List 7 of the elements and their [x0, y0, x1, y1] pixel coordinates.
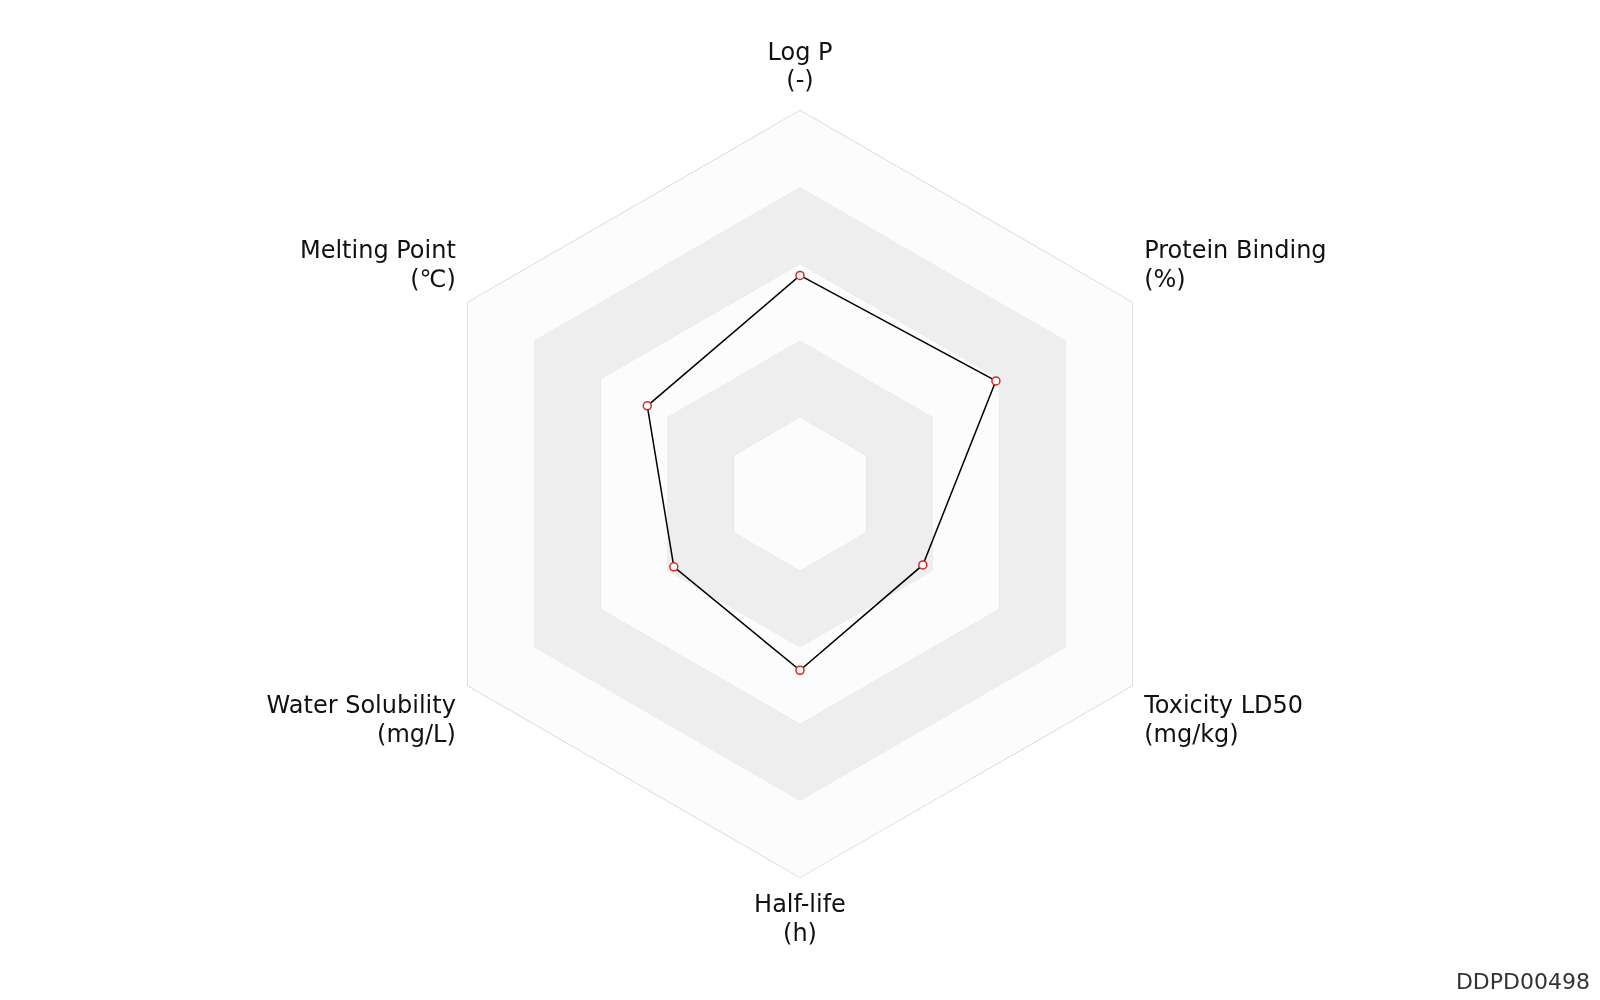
- spoke-label: Protein Binding (%): [1144, 236, 1327, 294]
- text: DDPD00498: [1455, 969, 1590, 994]
- spoke-label: Half-life (h): [754, 890, 846, 947]
- spoke-label: Melting Point (℃): [299, 236, 456, 294]
- spoke-label: Log P (-): [767, 37, 833, 95]
- spoke-label: Toxicity LD50 (mg/kg): [1143, 691, 1304, 749]
- spoke-label: Water Solubility (mg/L): [266, 691, 456, 749]
